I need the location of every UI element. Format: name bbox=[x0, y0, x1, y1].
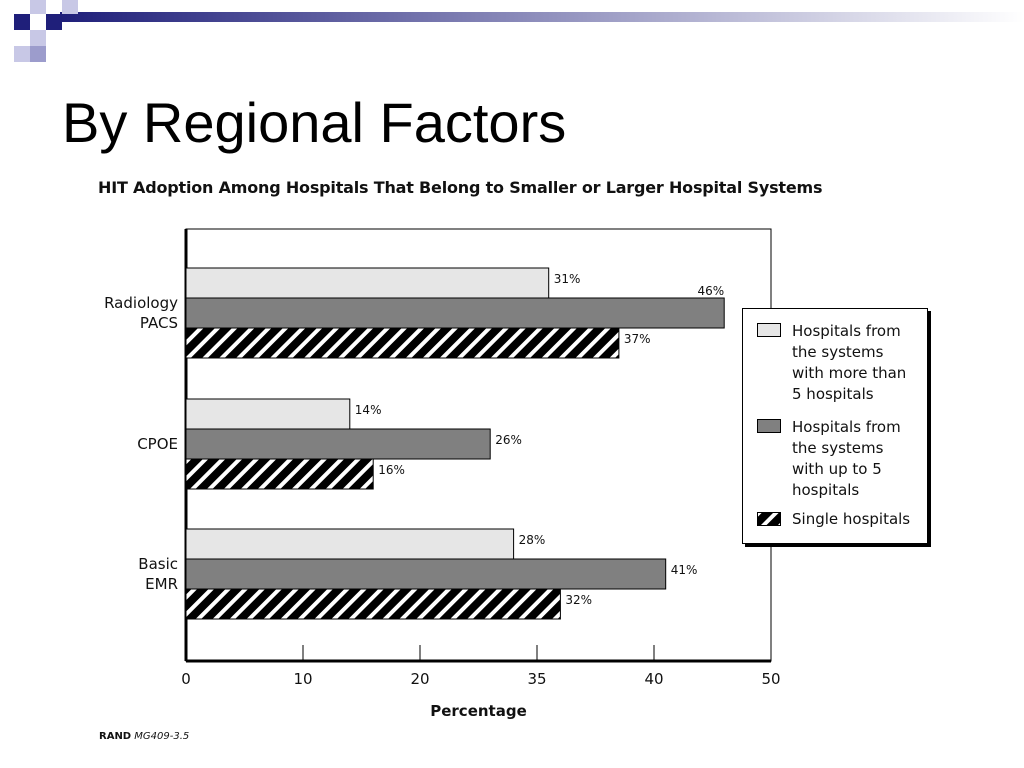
data-label: 16% bbox=[378, 463, 405, 477]
data-label: 46% bbox=[698, 284, 725, 298]
data-label: 26% bbox=[495, 433, 522, 447]
x-axis-label: Percentage bbox=[430, 702, 527, 720]
data-label: 31% bbox=[554, 272, 581, 286]
legend-swatch bbox=[757, 419, 781, 433]
chart-legend: Hospitals from the systems with more tha… bbox=[742, 308, 928, 544]
bar bbox=[185, 558, 667, 590]
source-prefix: RAND bbox=[99, 731, 132, 742]
x-tick-label: 20 bbox=[410, 670, 429, 688]
legend-label: Hospitals from the systems with up to 5 … bbox=[792, 418, 901, 499]
source-code: MG409-3.5 bbox=[134, 731, 190, 742]
data-label: 32% bbox=[565, 593, 592, 607]
legend-swatch bbox=[757, 512, 781, 526]
bar bbox=[185, 267, 550, 299]
slide-title: By Regional Factors bbox=[62, 91, 567, 154]
data-label: 28% bbox=[519, 533, 546, 547]
source-note: RAND MG409-3.5 bbox=[99, 731, 189, 742]
legend-label: Single hospitals bbox=[792, 510, 911, 528]
bar bbox=[185, 528, 515, 560]
x-tick-label: 10 bbox=[293, 670, 312, 688]
data-label: 14% bbox=[355, 403, 382, 417]
x-tick-label: 35 bbox=[527, 670, 546, 688]
category-label: CPOE bbox=[137, 435, 178, 453]
legend-label: Hospitals from the systems with more tha… bbox=[792, 322, 907, 403]
data-label: 41% bbox=[671, 563, 698, 577]
data-label: 37% bbox=[624, 332, 651, 346]
bar bbox=[185, 458, 374, 490]
bar bbox=[185, 588, 561, 620]
x-tick-label: 50 bbox=[761, 670, 780, 688]
category-label: Radiology PACS bbox=[104, 294, 178, 332]
x-tick-label: 0 bbox=[181, 670, 191, 688]
x-tick-label: 40 bbox=[644, 670, 663, 688]
category-label: Basic EMR bbox=[138, 555, 178, 593]
chart-title: HIT Adoption Among Hospitals That Belong… bbox=[98, 178, 823, 197]
legend-swatch bbox=[757, 323, 781, 337]
bar bbox=[185, 428, 491, 460]
bar bbox=[185, 297, 725, 329]
bar bbox=[185, 398, 351, 430]
header-decoration bbox=[14, 0, 1024, 62]
bar bbox=[185, 327, 620, 359]
